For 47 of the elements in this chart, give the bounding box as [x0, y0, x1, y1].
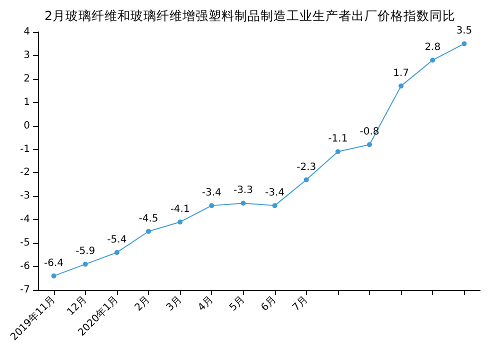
x-tick-label: 6月 — [259, 294, 279, 314]
y-tick-label: -7 — [20, 284, 30, 296]
y-tick-label: 4 — [24, 26, 30, 38]
data-label: -5.4 — [107, 234, 127, 246]
data-label: 1.7 — [393, 68, 410, 79]
point — [462, 41, 467, 46]
data-label: -3.4 — [265, 188, 285, 199]
point — [209, 203, 214, 208]
data-label: -4.5 — [138, 213, 158, 224]
point — [240, 200, 246, 206]
point — [335, 149, 340, 154]
data-label: -2.3 — [296, 162, 316, 173]
y-tick-label: -3 — [20, 190, 30, 202]
point — [178, 219, 183, 224]
y-tick-label: -5 — [20, 238, 30, 249]
y-tick-label: -2 — [20, 167, 30, 178]
x-tick-label: 12月 — [65, 294, 90, 318]
data-label: -1.1 — [328, 134, 348, 145]
x-tick-label: 2月 — [133, 294, 152, 314]
y-tick-label: 0 — [24, 120, 30, 132]
x-tick-label: 7月 — [290, 294, 310, 314]
y-tick-label: 1 — [24, 96, 30, 108]
data-label: -3.3 — [233, 185, 253, 196]
point — [430, 58, 436, 63]
x-tick-label: 5月 — [228, 294, 248, 314]
y-tick-label: -6 — [20, 261, 30, 272]
y-tick-label: -1 — [20, 144, 30, 155]
data-label: -5.9 — [76, 246, 96, 258]
x-tick-label: 4月 — [196, 294, 216, 314]
point — [272, 203, 278, 208]
y-tick-label: 2 — [24, 73, 30, 84]
data-label: -3.4 — [202, 188, 222, 199]
y-tick-label: -4 — [20, 214, 30, 226]
point — [398, 83, 404, 88]
data-label: 2.8 — [424, 42, 441, 54]
point — [51, 273, 56, 278]
point — [146, 228, 151, 234]
x-tick-label: 3月 — [164, 294, 184, 314]
point — [114, 250, 120, 255]
point — [82, 262, 88, 267]
point — [367, 142, 372, 148]
data-label: 3.5 — [456, 26, 472, 37]
data-label: -4.1 — [170, 204, 190, 215]
point — [304, 177, 309, 182]
data-label: -6.4 — [44, 258, 64, 269]
chart-title: 2月玻璃纤维和玻璃纤维增强塑料制品制造工业生产者出厂价格指数同比 — [44, 8, 456, 23]
y-tick-label: 3 — [24, 50, 30, 61]
